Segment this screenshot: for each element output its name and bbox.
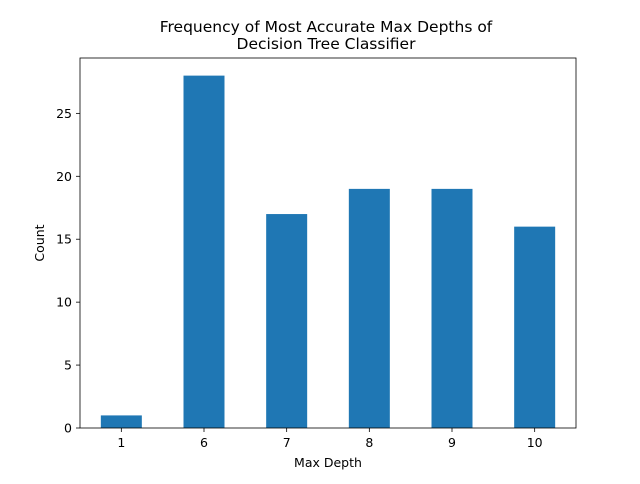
y-tick-label-25: 25 xyxy=(56,106,72,121)
y-tick-label-20: 20 xyxy=(56,169,72,184)
bar-10 xyxy=(514,226,556,428)
plot-area: 1 6 7 8 9 10 0 5 10 15 20 25 xyxy=(56,57,577,450)
x-tick-label-9: 9 xyxy=(448,435,456,450)
y-axis-label: Count xyxy=(32,224,47,261)
bar-6 xyxy=(183,75,225,429)
chart-title-line-2: Decision Tree Classifier xyxy=(237,35,417,53)
bar-1 xyxy=(100,415,142,428)
bar-8 xyxy=(348,188,390,428)
bar-9 xyxy=(431,188,473,428)
x-tick-label-1: 1 xyxy=(117,435,125,450)
x-tick-label-7: 7 xyxy=(283,435,291,450)
y-tick-label-5: 5 xyxy=(64,358,72,373)
x-tick-label-8: 8 xyxy=(365,435,373,450)
y-tick-label-10: 10 xyxy=(56,295,72,310)
y-tick-label-15: 15 xyxy=(56,232,72,247)
bar-7 xyxy=(266,214,308,428)
axes-frame xyxy=(79,57,577,429)
x-axis-label: Max Depth xyxy=(294,455,362,470)
chart-title-line-1: Frequency of Most Accurate Max Depths of xyxy=(160,18,493,36)
y-tick-label-0: 0 xyxy=(64,421,72,436)
x-tick-label-6: 6 xyxy=(200,435,208,450)
x-tick-label-10: 10 xyxy=(527,435,543,450)
